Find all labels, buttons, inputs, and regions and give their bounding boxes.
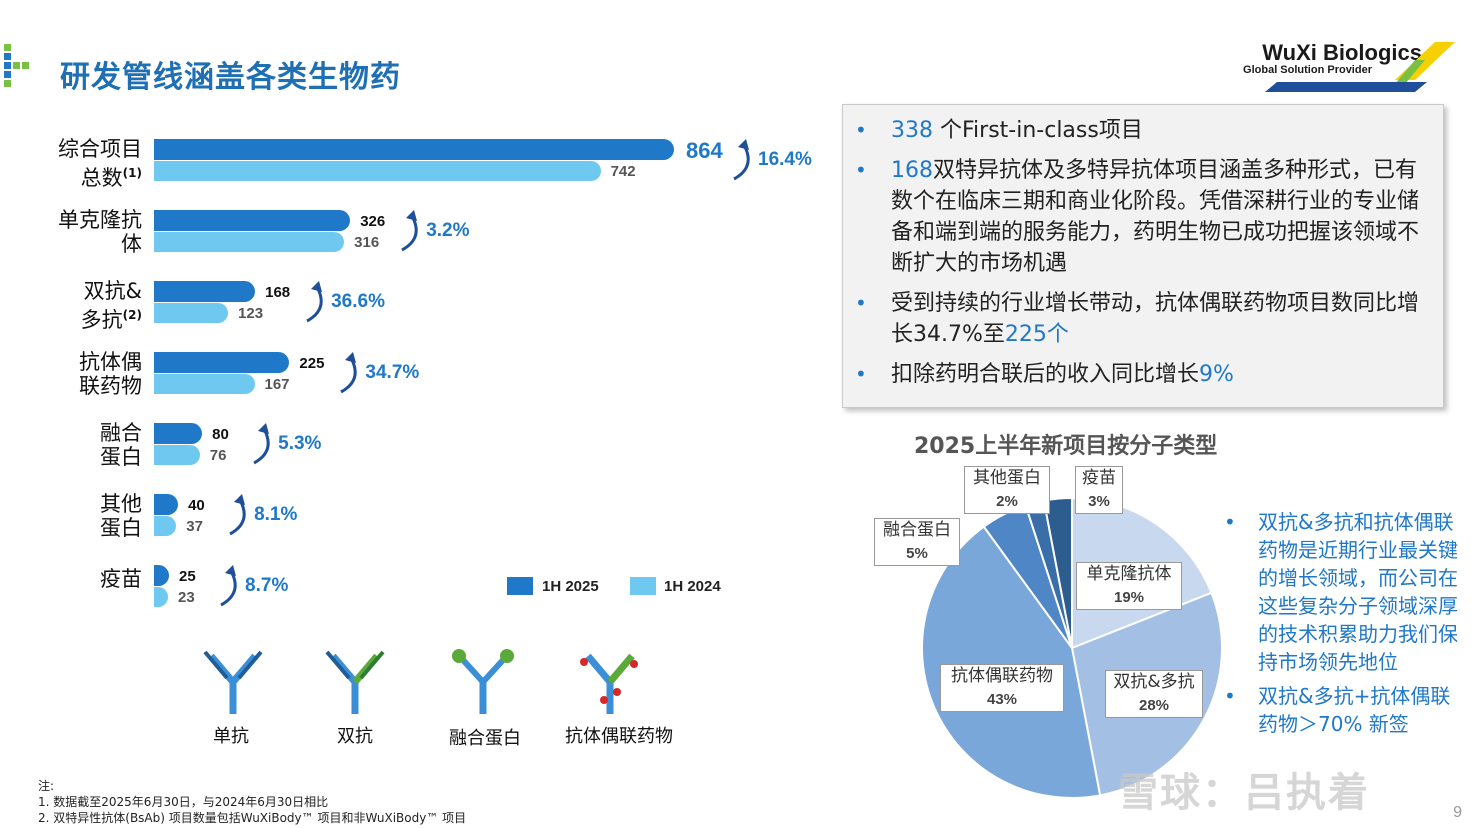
bar-1h-2025 bbox=[154, 210, 351, 231]
molecule-label-mab: 单抗 bbox=[213, 726, 249, 747]
growth-arrow-icon bbox=[340, 352, 358, 394]
bispecific-antibody-icon bbox=[325, 650, 385, 714]
growth-percent-label: 8.1% bbox=[254, 504, 298, 525]
growth-percent-label: 3.2% bbox=[426, 220, 470, 241]
bar-1h-2025 bbox=[154, 565, 170, 586]
pie-callout-adc: 抗体偶联药物 43% bbox=[940, 664, 1064, 712]
adc-icon bbox=[580, 653, 638, 714]
bar-1h-2025 bbox=[154, 139, 674, 160]
growth-percent-label: 8.7% bbox=[245, 575, 289, 596]
highlight-item: 338 个First-in-class项目 bbox=[855, 115, 1431, 146]
highlight-item: 受到持续的行业增长带动，抗体偶联药物项目数同比增长34.7%至225个 bbox=[855, 288, 1431, 350]
legend-label-2025: 1H 2025 bbox=[542, 578, 599, 595]
value-label-2024: 316 bbox=[354, 234, 380, 251]
value-label-2025: 80 bbox=[212, 426, 229, 443]
value-label-2024: 76 bbox=[209, 447, 227, 464]
growth-arrow-icon bbox=[220, 565, 237, 607]
bar-1h-2024 bbox=[154, 516, 177, 536]
value-label-2024: 123 bbox=[238, 305, 264, 322]
bar-1h-2025 bbox=[154, 352, 290, 373]
legend-label-2024: 1H 2024 bbox=[664, 578, 721, 595]
value-label-2024: 167 bbox=[264, 376, 290, 393]
side-notes: 双抗&多抗和抗体偶联药物是近期行业最关键的增长领域，而公司在这些复杂分子领域深厚… bbox=[1224, 508, 1468, 744]
side-note-item: 双抗&多抗和抗体偶联药物是近期行业最关键的增长领域，而公司在这些复杂分子领域深厚… bbox=[1224, 508, 1468, 676]
pie-callout-bsab: 双抗&多抗 28% bbox=[1105, 670, 1203, 718]
legend-swatch-2024 bbox=[630, 577, 656, 595]
growth-arrow-icon bbox=[229, 494, 246, 536]
value-label-2024: 742 bbox=[610, 163, 636, 180]
bar-1h-2024 bbox=[154, 161, 601, 181]
value-label-2025: 40 bbox=[188, 497, 205, 514]
bar-1h-2025 bbox=[154, 423, 203, 444]
bar-1h-2025 bbox=[154, 281, 256, 302]
value-label-2024: 37 bbox=[186, 518, 203, 535]
side-note-item: 双抗&多抗+抗体偶联药物＞70% 新签 bbox=[1224, 682, 1468, 738]
value-label-2025: 225 bbox=[299, 355, 325, 372]
page-number: 9 bbox=[1453, 804, 1462, 821]
molecule-icons bbox=[203, 649, 638, 714]
category-label: 疫苗 bbox=[100, 567, 142, 591]
growth-arrow-icon bbox=[253, 423, 270, 465]
value-label-2025: 864 bbox=[686, 138, 723, 163]
highlight-item: 扣除药明合联后的收入同比增长9% bbox=[855, 359, 1431, 390]
growth-arrow-icon bbox=[306, 281, 323, 323]
highlight-item: 168双特异抗体及多特异抗体项目涵盖多种形式，已有数个在临床三期和商业化阶段。凭… bbox=[855, 155, 1431, 279]
footnote-2: 2. 双特异性抗体(BsAb) 项目数量包括WuXiBody™ 项目和非WuXi… bbox=[38, 811, 467, 825]
pie-callout-vaccine: 疫苗 3% bbox=[1075, 466, 1123, 514]
bar-1h-2024 bbox=[154, 232, 345, 252]
pie-chart-title: 2025上半年新项目按分子类型 bbox=[914, 434, 1218, 459]
molecule-label-adc: 抗体偶联药物 bbox=[565, 726, 673, 747]
footnotes: 注: 1. 数据截至2025年6月30日，与2024年6月30日相比 2. 双特… bbox=[38, 778, 466, 826]
category-label: 双抗& 多抗(2) bbox=[80, 279, 142, 332]
footnote-1: 1. 数据截至2025年6月30日，与2024年6月30日相比 bbox=[38, 795, 329, 809]
pie-callout-mab: 单克隆抗体 19% bbox=[1076, 562, 1182, 610]
legend-swatch-2025 bbox=[507, 577, 533, 595]
company-tagline: Global Solution Provider bbox=[1243, 64, 1372, 76]
fusion-protein-icon bbox=[452, 649, 514, 714]
growth-arrow-icon bbox=[733, 139, 750, 181]
watermark: 雪球：吕执着 bbox=[1118, 770, 1370, 816]
category-label: 其他 蛋白 bbox=[100, 492, 142, 540]
category-label: 抗体偶 联药物 bbox=[79, 350, 142, 398]
pie-callout-other: 其他蛋白 2% bbox=[964, 466, 1050, 514]
company-logo: WuXi Biologics bbox=[1262, 40, 1422, 65]
value-label-2025: 168 bbox=[265, 284, 291, 301]
category-label: 综合项目 总数(1) bbox=[58, 137, 142, 190]
bar-1h-2024 bbox=[154, 303, 229, 323]
pie-callout-fusion: 融合蛋白 5% bbox=[874, 518, 960, 566]
growth-percent-label: 5.3% bbox=[278, 433, 322, 454]
category-label: 单克隆抗体 bbox=[58, 208, 142, 256]
value-label-2025: 25 bbox=[179, 568, 196, 585]
page-title: 研发管线涵盖各类生物药 bbox=[60, 60, 401, 95]
monoclonal-antibody-icon bbox=[203, 650, 263, 714]
growth-arrow-icon bbox=[401, 210, 418, 252]
value-label-2025: 326 bbox=[360, 213, 386, 230]
logo-stripes bbox=[1265, 42, 1455, 92]
bar-1h-2025 bbox=[154, 494, 179, 515]
growth-percent-label: 36.6% bbox=[331, 291, 385, 312]
molecule-label-fusion: 融合蛋白 bbox=[449, 728, 521, 749]
bar-1h-2024 bbox=[154, 374, 255, 394]
bar-1h-2024 bbox=[154, 587, 168, 607]
bar-1h-2024 bbox=[154, 445, 200, 465]
molecule-label-bsab: 双抗 bbox=[337, 726, 373, 747]
value-label-2024: 23 bbox=[178, 589, 195, 606]
footnote-head: 注: bbox=[38, 779, 55, 793]
category-label: 融合 蛋白 bbox=[100, 421, 142, 469]
growth-percent-label: 16.4% bbox=[758, 149, 812, 170]
growth-percent-label: 34.7% bbox=[365, 362, 420, 383]
highlights-box: 338 个First-in-class项目 168双特异抗体及多特异抗体项目涵盖… bbox=[842, 104, 1444, 408]
